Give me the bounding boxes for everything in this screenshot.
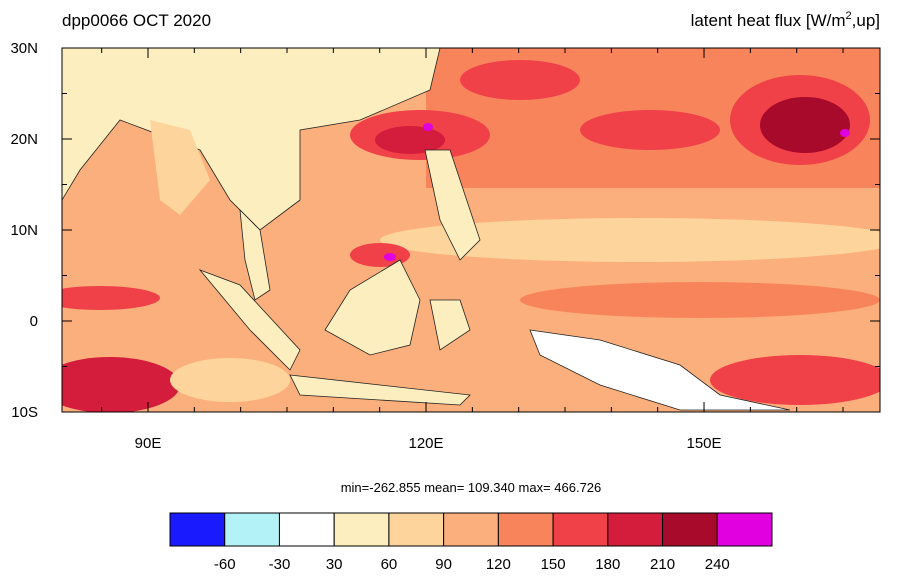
colorbar-label: -30 bbox=[269, 556, 291, 573]
map-field bbox=[62, 48, 880, 412]
colorbar-box bbox=[224, 512, 280, 547]
field-region bbox=[62, 286, 160, 310]
title-right: latent heat flux [W/m2,up] bbox=[691, 10, 880, 30]
colorbar-box bbox=[607, 512, 664, 547]
land-java bbox=[289, 374, 471, 406]
colorbar-label: 240 bbox=[705, 556, 730, 573]
land-new-guinea bbox=[529, 329, 791, 411]
colorbar-label: 90 bbox=[435, 556, 452, 573]
colorbar-label: 120 bbox=[486, 556, 511, 573]
field-region bbox=[710, 355, 880, 405]
title-left: dpp0066 OCT 2020 bbox=[62, 11, 211, 30]
field-region bbox=[760, 97, 850, 153]
lat-tick-label: 10N bbox=[10, 222, 38, 239]
field-region bbox=[520, 282, 880, 318]
land-sulawesi bbox=[429, 299, 471, 351]
colorbar-box bbox=[716, 512, 773, 547]
land-india-detail bbox=[150, 120, 210, 215]
field-region bbox=[384, 253, 396, 261]
colorbar-box bbox=[497, 512, 554, 547]
field-region bbox=[840, 129, 850, 137]
colorbar-box bbox=[169, 512, 226, 547]
lat-tick-label: 0 bbox=[30, 313, 38, 330]
colorbar-label: 150 bbox=[541, 556, 566, 573]
lat-tick-label: 30N bbox=[10, 40, 38, 57]
colorbar-box bbox=[552, 512, 609, 547]
field-region bbox=[580, 110, 720, 150]
lon-tick-label: 120E bbox=[408, 435, 443, 452]
field-region bbox=[350, 243, 410, 267]
stats: min=-262.855 mean= 109.340 max= 466.726 bbox=[341, 480, 602, 495]
land-sumatra bbox=[198, 269, 301, 371]
lat-tick-label: 10S bbox=[11, 404, 38, 421]
title-right-sup: 2 bbox=[846, 10, 852, 22]
lat-tick-label: 20N bbox=[10, 131, 38, 148]
colorbar-label: 30 bbox=[326, 556, 343, 573]
land-borneo bbox=[324, 259, 421, 356]
colorbar-box bbox=[443, 512, 499, 547]
title-right-tail: ,up] bbox=[852, 11, 880, 30]
colorbar-label: 60 bbox=[381, 556, 398, 573]
field-region bbox=[423, 123, 433, 131]
colorbar-box bbox=[333, 512, 390, 547]
colorbar-label: -60 bbox=[214, 556, 236, 573]
land-malaya bbox=[239, 208, 271, 301]
colorbar-box bbox=[388, 512, 445, 547]
colorbar-box bbox=[662, 512, 718, 547]
title-right-text: latent heat flux [W/m bbox=[691, 11, 846, 30]
colorbar-box bbox=[278, 512, 335, 547]
colorbar-label: 210 bbox=[650, 556, 675, 573]
field-region bbox=[62, 357, 180, 412]
colorbar-label: 180 bbox=[595, 556, 620, 573]
field-region bbox=[380, 218, 880, 262]
field-region bbox=[460, 60, 580, 100]
lon-tick-label: 90E bbox=[135, 435, 162, 452]
lon-tick-label: 150E bbox=[686, 435, 721, 452]
field-region bbox=[170, 358, 290, 402]
land-philippines bbox=[424, 149, 481, 261]
field-region bbox=[375, 126, 445, 154]
